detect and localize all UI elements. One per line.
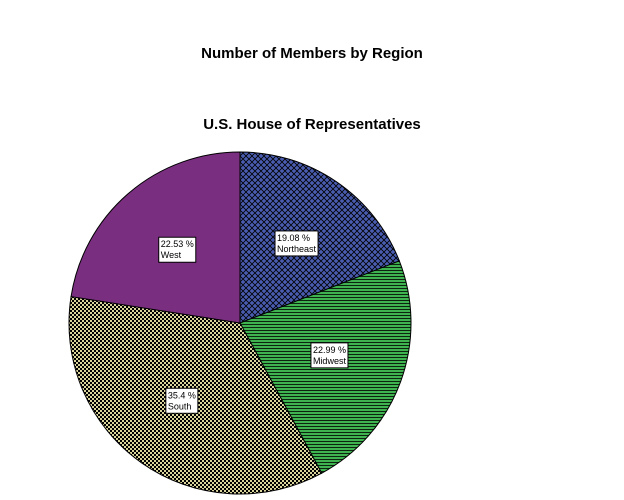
label-box: [310, 342, 349, 369]
category-label: West: [161, 250, 182, 260]
slice-label: 22.53 %West: [158, 236, 197, 263]
pie-slice: [239, 151, 400, 324]
pie-slice: [70, 151, 241, 324]
slice-label: 35.4 %South: [165, 387, 199, 414]
label-box: [165, 387, 199, 414]
slice-label: 19.08 %Northeast: [274, 230, 319, 257]
value-label: 35.4 %: [168, 390, 196, 400]
value-label: 19.08 %: [277, 233, 310, 243]
label-box: [158, 236, 197, 263]
chart-subtitle: U.S. House of Representatives: [203, 116, 421, 133]
label-box: [274, 230, 319, 257]
category-label: South: [168, 401, 192, 411]
category-label: Midwest: [313, 356, 347, 366]
value-label: 22.99 %: [313, 345, 346, 355]
category-label: Northeast: [277, 244, 317, 254]
value-label: 22.53 %: [161, 239, 194, 249]
slice-label: 22.99 %Midwest: [310, 342, 349, 369]
chart-title: Number of Members by Region: [201, 45, 423, 62]
